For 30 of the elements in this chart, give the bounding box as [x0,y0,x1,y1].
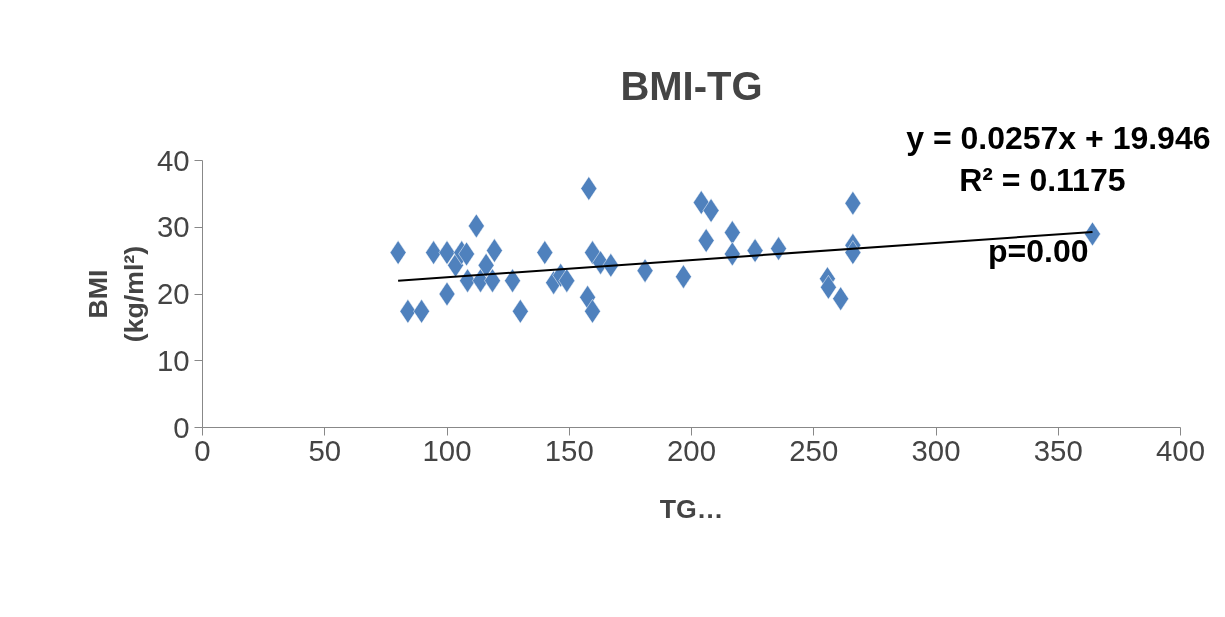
point [389,240,407,265]
x-tick-label: 250 [789,433,839,467]
y-axis-title: BMI (kg/ml²) [82,245,149,343]
x-tick-label: 50 [308,433,342,467]
x-tick-label: 400 [1156,433,1205,467]
x-tick-label: 0 [194,433,211,467]
y-tick-label: 30 [156,210,190,244]
point [438,240,456,265]
x-tick-label: 350 [1033,433,1083,467]
point [477,253,495,278]
y-tick-label: 10 [156,343,190,377]
x-axis-title: TG… [659,493,724,524]
x-tick-label: 150 [544,433,594,467]
x-tick-label: 300 [911,433,961,467]
point [702,198,720,223]
annotation: p=0.00 [987,232,1089,269]
text: y = 0.0257x + 19.946 [906,119,1211,156]
y-tick-label: 40 [156,143,190,177]
point [399,299,417,324]
point [536,240,554,265]
y-tick-label: 0 [173,410,190,444]
x-tick-label: 200 [667,433,716,467]
y-tick-label: 20 [156,277,190,310]
point [558,268,576,293]
point [636,258,654,283]
point [580,176,598,201]
chart-title: BMI-TG [620,63,763,108]
x-tick-label: 100 [422,433,472,467]
annotation: R² = 0.1175 [959,161,1126,198]
point [697,228,715,253]
